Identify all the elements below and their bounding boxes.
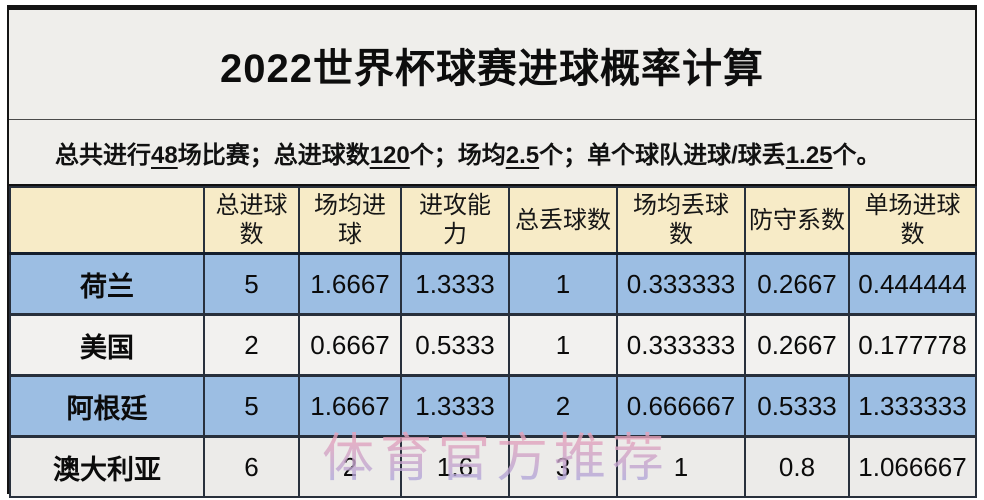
table-body: 荷兰 5 1.6667 1.3333 1 0.333333 0.2667 0.444444 美国… bbox=[9, 252, 977, 498]
table-row: 澳大利亚 6 2 1.6 3 1 0.8 1.066667 bbox=[9, 435, 977, 498]
value-cell: 0.2667 bbox=[744, 313, 850, 377]
summary-number: 1.25 bbox=[785, 141, 833, 169]
column-header: 防守系数 bbox=[744, 186, 850, 255]
summary-fragment: 个。 bbox=[832, 141, 881, 169]
team-name-cell: 澳大利亚 bbox=[9, 435, 205, 498]
stats-table: 总进球 数场均进 球进攻能 力总丢球数 场均丢球 数防守系数 单场进球 数 荷兰 5 1… bbox=[9, 186, 977, 498]
value-cell: 0.666667 bbox=[616, 374, 746, 438]
team-name-cell: 荷兰 bbox=[9, 252, 205, 316]
value-cell: 2 bbox=[508, 374, 618, 438]
summary-fragment: 场比赛；总进球数 bbox=[177, 141, 370, 169]
page-title: 2022世界杯球赛进球概率计算 bbox=[220, 46, 764, 91]
table-row: 阿根廷 5 1.6667 1.3333 2 0.666667 0.5333 1.333333 bbox=[9, 374, 977, 438]
summary-number: 2.5 bbox=[505, 141, 540, 169]
summary-fragment: 个；单个球队进球/球丢 bbox=[539, 141, 786, 169]
value-cell: 3 bbox=[508, 435, 618, 498]
value-cell: 0.177778 bbox=[848, 313, 977, 377]
value-cell: 0.6667 bbox=[298, 313, 402, 377]
value-cell: 0.444444 bbox=[848, 252, 977, 316]
value-cell: 1 bbox=[616, 435, 746, 498]
table-row: 荷兰 5 1.6667 1.3333 1 0.333333 0.2667 0.444444 bbox=[9, 252, 977, 316]
value-cell: 1.6 bbox=[400, 435, 510, 498]
header-row: 总进球 数场均进 球进攻能 力总丢球数 场均丢球 数防守系数 单场进球 数 bbox=[9, 186, 977, 255]
value-cell: 5 bbox=[203, 252, 300, 316]
value-cell: 2 bbox=[298, 435, 402, 498]
value-cell: 0.333333 bbox=[616, 252, 746, 316]
column-header: 总进球 数 bbox=[203, 186, 300, 255]
value-cell: 1.3333 bbox=[400, 374, 510, 438]
column-header: 进攻能 力 bbox=[400, 186, 510, 255]
title-bar: 2022世界杯球赛进球概率计算 bbox=[9, 10, 975, 120]
value-cell: 1.6667 bbox=[298, 374, 402, 438]
team-name-cell: 美国 bbox=[9, 313, 205, 377]
value-cell: 5 bbox=[203, 374, 300, 438]
value-cell: 1.066667 bbox=[848, 435, 977, 498]
value-cell: 0.333333 bbox=[616, 313, 746, 377]
summary-fragment: 个；场均 bbox=[409, 141, 506, 169]
table-row: 美国 2 0.6667 0.5333 1 0.333333 0.2667 0.177778 bbox=[9, 313, 977, 377]
value-cell: 1.333333 bbox=[848, 374, 977, 438]
column-header: 单场进球 数 bbox=[848, 186, 977, 255]
value-cell: 0.5333 bbox=[744, 374, 850, 438]
value-cell: 0.8 bbox=[744, 435, 850, 498]
column-header: 总丢球数 bbox=[508, 186, 618, 255]
corner-header-cell bbox=[9, 186, 205, 255]
value-cell: 2 bbox=[203, 313, 300, 377]
value-cell: 0.2667 bbox=[744, 252, 850, 316]
column-header: 场均丢球 数 bbox=[616, 186, 746, 255]
summary-number: 48 bbox=[151, 141, 178, 169]
column-header: 场均进 球 bbox=[298, 186, 402, 255]
spreadsheet-frame: 2022世界杯球赛进球概率计算 总共进行48场比赛；总进球数120个；场均2.5… bbox=[7, 5, 977, 498]
summary-bar: 总共进行48场比赛；总进球数120个；场均2.5个；单个球队进球/球丢1.25个… bbox=[9, 120, 975, 186]
summary-text: 总共进行48场比赛；总进球数120个；场均2.5个；单个球队进球/球丢1.25个… bbox=[55, 135, 881, 170]
value-cell: 1 bbox=[508, 313, 618, 377]
team-name-cell: 阿根廷 bbox=[9, 374, 205, 438]
value-cell: 1 bbox=[508, 252, 618, 316]
value-cell: 1.6667 bbox=[298, 252, 402, 316]
summary-fragment: 总共进行 bbox=[55, 141, 151, 169]
table-header: 总进球 数场均进 球进攻能 力总丢球数 场均丢球 数防守系数 单场进球 数 bbox=[9, 186, 977, 255]
value-cell: 1.3333 bbox=[400, 252, 510, 316]
value-cell: 6 bbox=[203, 435, 300, 498]
summary-number: 120 bbox=[369, 141, 410, 169]
value-cell: 0.5333 bbox=[400, 313, 510, 377]
